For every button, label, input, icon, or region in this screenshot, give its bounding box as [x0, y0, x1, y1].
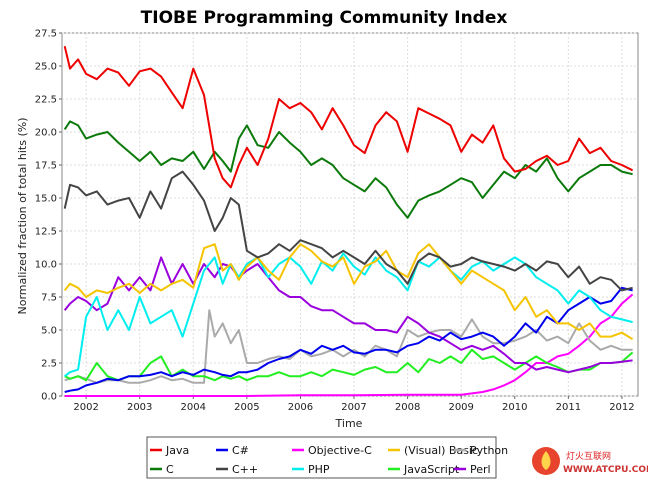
x-tick-label: 2004	[181, 402, 206, 413]
series-line-javascript	[64, 348, 634, 382]
legend-label: Perl	[470, 463, 491, 476]
x-axis-ticks: 2002 2003 2004 2005 2006 2007 2008 2009 2010 2011…	[73, 396, 635, 413]
legend-label: C++	[232, 463, 258, 476]
x-tick-label: 2010	[502, 402, 527, 413]
x-tick-label: 2005	[234, 402, 259, 413]
legend-box	[146, 436, 497, 479]
y-axis-label: Normalized fraction of total hits (%)	[16, 118, 29, 315]
x-tick-label: 2008	[395, 402, 420, 413]
series-line-c	[63, 120, 633, 219]
y-tick-label: 20.0	[35, 128, 57, 139]
y-tick-label: 15.0	[35, 194, 57, 205]
legend-label: C#	[232, 444, 249, 457]
series-line-cpp	[63, 170, 633, 292]
plot-area	[61, 32, 639, 397]
y-tick-label: 12.5	[35, 227, 57, 238]
y-tick-label: 2.5	[41, 359, 57, 370]
y-tick-label: 27.5	[35, 29, 57, 40]
y-tick-label: 25.0	[35, 62, 57, 73]
x-axis-label: Time	[335, 417, 363, 430]
legend-label: Objective-C	[308, 444, 372, 457]
legend-label: Java	[165, 444, 189, 457]
y-tick-label: 22.5	[35, 95, 57, 106]
y-tick-label: 17.5	[35, 161, 57, 172]
series-line-csharp	[64, 286, 633, 393]
x-tick-label: 2003	[127, 402, 152, 413]
y-axis-ticks: 0.0 2.5 5.0 7.5 10.0 12.5 15.0 17.5 20.0 22.5 25.0…	[35, 29, 62, 403]
series-line-java	[63, 45, 634, 189]
x-tick-label: 2002	[73, 402, 98, 413]
legend-label: (Visual) Basic	[404, 444, 478, 457]
legend-label: C	[166, 463, 174, 476]
x-tick-label: 2009	[448, 402, 473, 413]
series-lines	[63, 45, 634, 397]
x-tick-label: 2011	[556, 402, 581, 413]
y-tick-label: 0.0	[41, 392, 57, 403]
series-line-objective-c	[64, 293, 634, 397]
x-tick-label: 2006	[288, 402, 313, 413]
chart-title: TIOBE Programming Community Index	[141, 8, 508, 28]
x-tick-label: 2012	[609, 402, 634, 413]
y-tick-label: 10.0	[35, 260, 57, 271]
legend-label: Python	[470, 444, 508, 457]
legend-label: PHP	[308, 463, 330, 476]
y-tick-label: 5.0	[41, 326, 57, 337]
plot-background	[61, 32, 639, 397]
watermark-url: WWW.ATCPU.COM	[563, 465, 648, 475]
watermark-text: 灯火互联网	[566, 451, 611, 462]
watermark-flame-icon	[541, 451, 551, 470]
grid-lines	[62, 32, 638, 397]
watermark: 灯火互联网 WWW.ATCPU.COM	[532, 447, 648, 475]
y-tick-label: 7.5	[41, 293, 57, 304]
series-line--visual-basic	[63, 243, 634, 341]
legend-label: JavaScript	[403, 463, 460, 476]
x-tick-label: 2007	[341, 402, 366, 413]
